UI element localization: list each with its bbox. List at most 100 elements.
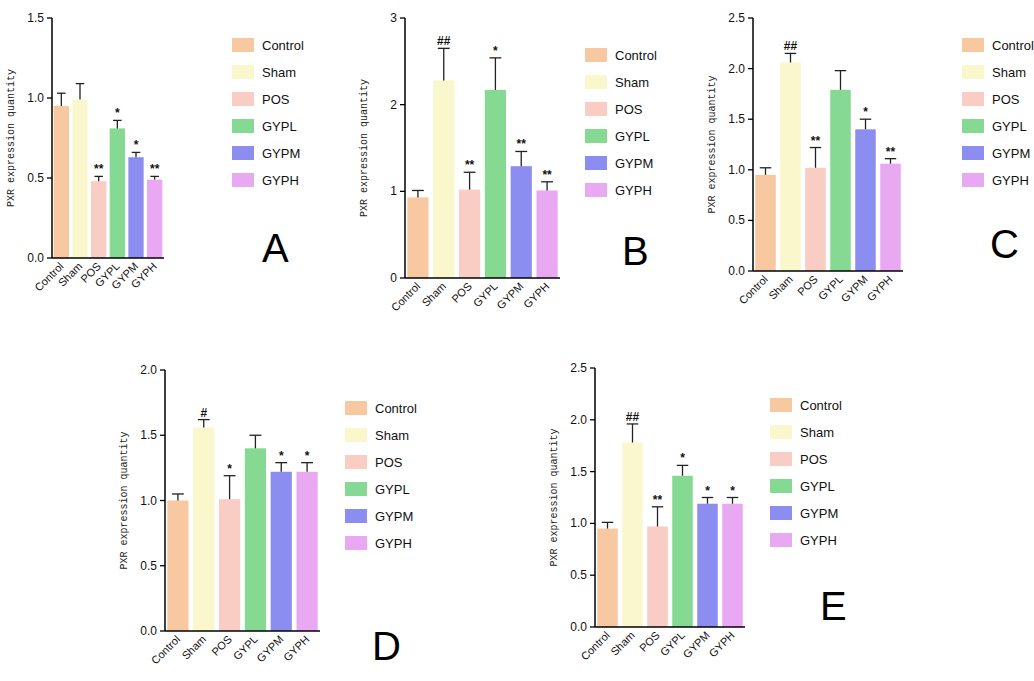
error-line bbox=[135, 152, 136, 157]
legend-label: Control bbox=[615, 48, 657, 63]
error-cap bbox=[602, 522, 613, 523]
y-tick bbox=[748, 17, 753, 18]
error-line bbox=[840, 71, 841, 90]
legend-swatch bbox=[232, 146, 254, 160]
panel: ******0.00.51.01.5PXR expression quantit… bbox=[6, 11, 304, 293]
x-tick-label: Control bbox=[149, 633, 183, 667]
y-tick-label: 0.5 bbox=[140, 559, 157, 573]
error-line bbox=[255, 435, 256, 448]
x-tick-label: Sham bbox=[608, 629, 637, 658]
error-line bbox=[98, 176, 99, 181]
y-axis-label: PXR expression quantity bbox=[119, 431, 130, 569]
y-tick bbox=[47, 177, 52, 178]
bar bbox=[536, 190, 557, 278]
legend-label: Control bbox=[992, 38, 1034, 53]
significance: ** bbox=[150, 162, 160, 176]
error-bar bbox=[57, 93, 66, 106]
y-tick-label: 1.5 bbox=[570, 465, 587, 479]
y-tick-label: 2.0 bbox=[728, 62, 745, 76]
legend-swatch bbox=[345, 509, 367, 523]
legend-label: GYPH bbox=[992, 173, 1029, 188]
significance: ** bbox=[94, 162, 104, 176]
bar bbox=[880, 164, 901, 271]
y-tick-label: 1.0 bbox=[570, 516, 587, 530]
y-axis-label: PXR expression quantity bbox=[359, 79, 370, 217]
bar bbox=[407, 197, 428, 278]
y-axis-label: PXR expression quantity bbox=[549, 428, 560, 566]
significance: * bbox=[680, 451, 685, 465]
legend-label: GYPH bbox=[615, 183, 652, 198]
y-tick bbox=[590, 575, 595, 576]
legend-swatch bbox=[585, 183, 607, 197]
legend-swatch bbox=[232, 119, 254, 133]
y-tick bbox=[400, 191, 405, 192]
legend-swatch bbox=[962, 173, 984, 187]
error-line bbox=[203, 420, 204, 428]
y-tick-label: 3 bbox=[390, 11, 397, 25]
y-tick-label: 1.0 bbox=[140, 494, 157, 508]
error-bar bbox=[438, 48, 450, 80]
legend-label: Sham bbox=[615, 75, 649, 90]
significance: * bbox=[705, 484, 710, 498]
y-tick bbox=[160, 369, 165, 370]
panel: ##*****0.00.51.01.52.02.5PXR expression … bbox=[707, 11, 1034, 306]
error-bar bbox=[727, 498, 738, 504]
legend-swatch bbox=[585, 102, 607, 116]
y-tick bbox=[590, 419, 595, 420]
significance: ** bbox=[465, 158, 475, 172]
bar bbox=[697, 504, 718, 627]
significance: * bbox=[305, 449, 310, 463]
y-tick bbox=[47, 257, 52, 258]
error-cap bbox=[249, 435, 261, 436]
y-tick-label: 1.5 bbox=[728, 112, 745, 126]
error-line bbox=[61, 93, 62, 106]
bar bbox=[271, 472, 292, 631]
bar bbox=[54, 106, 69, 258]
significance: * bbox=[134, 138, 139, 152]
y-tick-label: 0.0 bbox=[570, 620, 587, 634]
panel-label: B bbox=[622, 229, 649, 273]
y-axis-label: PXR expression quantity bbox=[6, 69, 17, 207]
error-bar bbox=[810, 148, 821, 168]
panel: ##*****0.00.51.01.52.02.5PXR expression … bbox=[549, 361, 847, 662]
significance: * bbox=[863, 105, 868, 119]
significance: * bbox=[730, 484, 735, 498]
error-bar bbox=[198, 420, 210, 428]
legend-swatch bbox=[345, 401, 367, 415]
figure-root: ******0.00.51.01.5PXR expression quantit… bbox=[0, 0, 1034, 681]
y-tick-label: 2.0 bbox=[570, 413, 587, 427]
bar bbox=[91, 181, 106, 258]
marks bbox=[597, 424, 743, 627]
bar bbox=[780, 63, 801, 271]
y-tick bbox=[160, 435, 165, 436]
significance: ## bbox=[784, 39, 798, 53]
legend-label: GYPM bbox=[615, 156, 653, 171]
legend-swatch bbox=[232, 92, 254, 106]
legend-swatch bbox=[770, 425, 792, 439]
error-line bbox=[495, 58, 496, 90]
legend-swatch bbox=[770, 533, 792, 547]
error-bar bbox=[885, 159, 896, 164]
error-bar bbox=[275, 463, 287, 472]
legend-swatch bbox=[962, 92, 984, 106]
legend-label: GYPH bbox=[375, 536, 412, 551]
panel-label: D bbox=[372, 624, 401, 668]
bar bbox=[433, 80, 454, 278]
significance: ** bbox=[542, 168, 552, 182]
x-tick-label: Sham bbox=[419, 280, 448, 309]
legend-label: POS bbox=[615, 102, 643, 117]
legend-swatch bbox=[770, 452, 792, 466]
bar bbox=[147, 180, 162, 258]
significance: * bbox=[227, 462, 232, 476]
error-line bbox=[890, 159, 891, 164]
bar bbox=[245, 448, 266, 631]
legend-swatch bbox=[962, 38, 984, 52]
bar bbox=[110, 128, 125, 258]
figure: ******0.00.51.01.5PXR expression quantit… bbox=[0, 0, 1034, 681]
error-line bbox=[546, 182, 547, 191]
bar bbox=[72, 100, 87, 258]
significance: ** bbox=[811, 134, 821, 148]
error-bar bbox=[489, 58, 501, 90]
error-line bbox=[521, 151, 522, 166]
legend-label: Sham bbox=[262, 65, 296, 80]
